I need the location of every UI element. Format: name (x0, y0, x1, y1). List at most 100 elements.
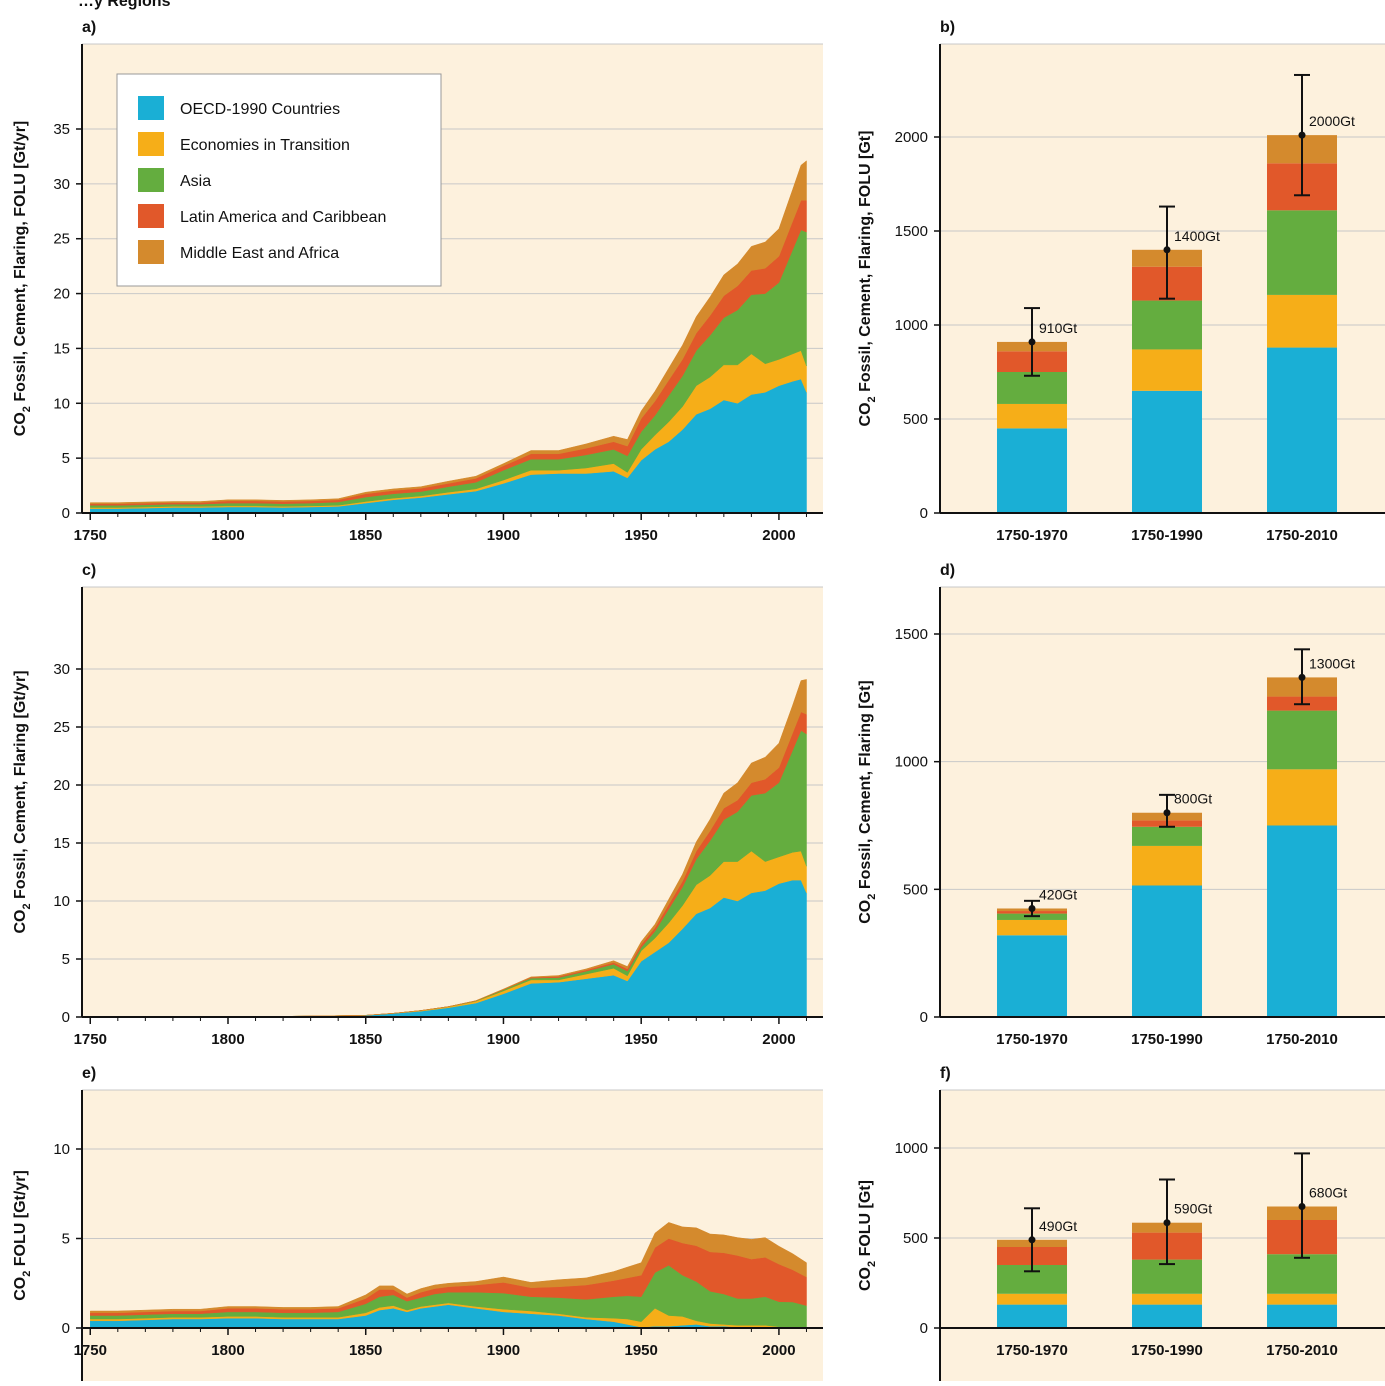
x-tick-label: 2000 (762, 1342, 795, 1359)
y-tick-label: 10 (53, 893, 70, 910)
bar-total-label: 420Gt (1039, 886, 1077, 902)
bar-total-label: 800Gt (1174, 791, 1212, 807)
legend-swatch-economies-in-transition (138, 132, 164, 156)
total-marker (1163, 246, 1171, 254)
bar-oecd-1990-countries (1132, 885, 1202, 1017)
x-tick-label: 1750 (74, 1342, 107, 1359)
x-tick-label: 1750-1970 (996, 1031, 1068, 1048)
y-tick-label: 35 (53, 121, 70, 138)
y-tick-label: 2000 (895, 129, 928, 146)
y-tick-label: 1000 (895, 1140, 928, 1157)
bar-economies-in-transition (997, 919, 1067, 936)
legend-label: Latin America and Caribbean (180, 209, 386, 226)
x-tick-label: 1750 (74, 1031, 107, 1048)
x-tick-label: 1750-1990 (1131, 527, 1203, 544)
bar-asia (997, 372, 1067, 404)
y-tick-label: 0 (920, 1009, 928, 1026)
x-tick-label: 1800 (211, 527, 244, 544)
bar-asia (1267, 210, 1337, 295)
y-tick-label: 0 (920, 1320, 928, 1337)
x-tick-label: 2000 (762, 527, 795, 544)
total-marker (1028, 338, 1036, 346)
total-marker (1298, 131, 1306, 139)
panel-label: a) (82, 19, 96, 36)
y-axis-label: CO2 Fossil, Cement, Flaring, FOLU [Gt] (857, 131, 878, 427)
bar-total-label: 1300Gt (1309, 655, 1355, 671)
legend: OECD-1990 Countries Economies in Transiti… (116, 73, 442, 287)
y-tick-label: 15 (53, 340, 70, 357)
y-tick-label: 10 (53, 395, 70, 412)
y-tick-label: 25 (53, 719, 70, 736)
bar-oecd-1990-countries (1267, 825, 1337, 1017)
y-tick-label: 500 (903, 881, 928, 898)
y-axis-label: CO2 Fossil, Cement, Flaring, FOLU [Gt/yr… (12, 121, 33, 436)
x-tick-label: 1750-1990 (1131, 1342, 1203, 1359)
y-tick-label: 20 (53, 286, 70, 303)
bar-economies-in-transition (1132, 845, 1202, 886)
y-tick-label: 1500 (895, 626, 928, 643)
chart-b: 910Gt 1750-1970 1400Gt 1750-1990 2000Gt 1750-… (895, 19, 1385, 544)
bar-oecd-1990-countries (1267, 347, 1337, 513)
legend-label: Middle East and Africa (180, 245, 339, 262)
total-marker (1028, 904, 1036, 912)
bar-total-label: 680Gt (1309, 1185, 1347, 1201)
bar-economies-in-transition (1132, 1293, 1202, 1305)
legend-swatch-middle-east-and-africa (138, 240, 164, 264)
bar-economies-in-transition (1267, 1293, 1337, 1305)
area-middle-east-and-africa (90, 160, 807, 504)
bar-asia (1132, 826, 1202, 846)
panel-label: f) (940, 1065, 951, 1082)
legend-swatch-oecd-1990-countries (138, 96, 164, 120)
x-tick-label: 1800 (211, 1342, 244, 1359)
y-tick-label: 20 (53, 777, 70, 794)
x-tick-label: 1750 (74, 527, 107, 544)
chart-d: 420Gt 1750-1970 800Gt 1750-1990 1300Gt 1750-2… (895, 562, 1385, 1048)
bar-oecd-1990-countries (997, 428, 1067, 513)
x-tick-label: 1750-2010 (1266, 1031, 1338, 1048)
panel-label: c) (82, 562, 96, 579)
x-tick-label: 1950 (625, 1342, 658, 1359)
y-tick-label: 5 (62, 450, 70, 467)
legend-label: OECD-1990 Countries (180, 101, 340, 118)
page-title: …y Regions (78, 0, 171, 10)
legend-label: Asia (180, 173, 211, 190)
bar-oecd-1990-countries (1132, 390, 1202, 513)
x-tick-label: 1750-2010 (1266, 1342, 1338, 1359)
y-tick-label: 500 (903, 411, 928, 428)
panel-label: b) (940, 19, 955, 36)
x-tick-label: 2000 (762, 1031, 795, 1048)
legend-swatch-latin-america-and-caribbean (138, 204, 164, 228)
panel-label: d) (940, 562, 955, 579)
y-tick-label: 10 (53, 1141, 70, 1158)
bar-asia (1267, 710, 1337, 770)
legend-swatch-asia (138, 168, 164, 192)
x-tick-label: 1850 (349, 1342, 382, 1359)
total-marker (1298, 1203, 1306, 1210)
total-marker (1028, 1236, 1036, 1244)
bar-oecd-1990-countries (1267, 1304, 1337, 1328)
y-tick-label: 30 (53, 176, 70, 193)
x-tick-label: 1950 (625, 527, 658, 544)
bar-asia (1132, 1259, 1202, 1294)
y-tick-label: 0 (62, 505, 70, 522)
y-tick-label: 15 (53, 835, 70, 852)
area-middle-east-and-africa (90, 679, 807, 1018)
x-tick-label: 1850 (349, 527, 382, 544)
y-tick-label: 0 (920, 505, 928, 522)
x-tick-label: 1850 (349, 1031, 382, 1048)
total-marker (1298, 673, 1306, 681)
x-tick-label: 1750-1970 (996, 1342, 1068, 1359)
x-tick-label: 1950 (625, 1031, 658, 1048)
bar-asia (1132, 300, 1202, 350)
bar-total-label: 590Gt (1174, 1201, 1212, 1217)
y-axis-label: CO2 FOLU [Gt] (857, 1180, 878, 1291)
x-tick-label: 1800 (211, 1031, 244, 1048)
y-tick-label: 30 (53, 661, 70, 678)
x-tick-label: 1900 (487, 1342, 520, 1359)
total-marker (1163, 1219, 1171, 1227)
total-marker (1163, 809, 1171, 817)
x-tick-label: 1750-1970 (996, 527, 1068, 544)
bar-total-label: 1400Gt (1174, 228, 1220, 244)
